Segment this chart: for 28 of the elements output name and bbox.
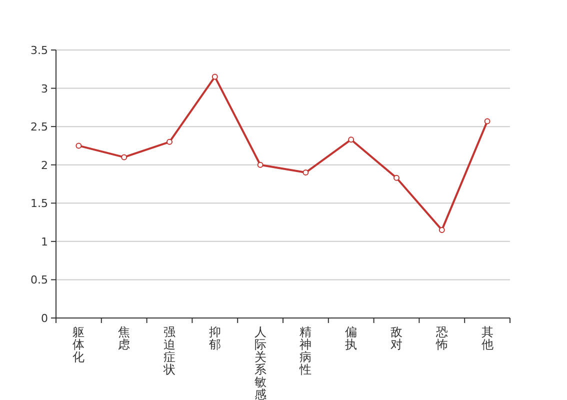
x-tick-label: 焦虑: [118, 325, 130, 352]
y-tick-label: 3: [41, 82, 48, 96]
y-tick-label: 1.5: [30, 197, 48, 210]
point: [394, 174, 400, 181]
x-tick-label: 精神病性: [298, 325, 312, 376]
point: [484, 118, 490, 124]
point: [302, 170, 309, 176]
x-tick-label: 偏执: [345, 325, 358, 352]
y-tick-label: 2.5: [30, 120, 48, 134]
point: [76, 142, 82, 149]
y-tick-label: 3.5: [30, 44, 48, 57]
point: [348, 136, 354, 143]
x-tick-label: 人际关系敏感: [254, 325, 266, 400]
x-tick-label: 敌对: [390, 325, 402, 352]
point: [438, 226, 445, 233]
y-tick-label: 0.5: [30, 274, 48, 287]
point: [257, 162, 264, 168]
x-tick-label: 抑郁: [208, 325, 221, 352]
y-tick-label: 0: [41, 312, 48, 325]
x-tick-label: 恐怖: [434, 325, 448, 352]
x-tick-label: 躯体化: [72, 325, 85, 364]
x-tick-label: 强迫症状: [162, 325, 176, 376]
y-tick-label: 2: [41, 158, 48, 172]
point: [212, 74, 218, 80]
x-tick-label: 其他: [481, 325, 494, 352]
point: [121, 154, 128, 160]
point: [166, 138, 172, 145]
y-tick-label: 1: [41, 235, 48, 248]
